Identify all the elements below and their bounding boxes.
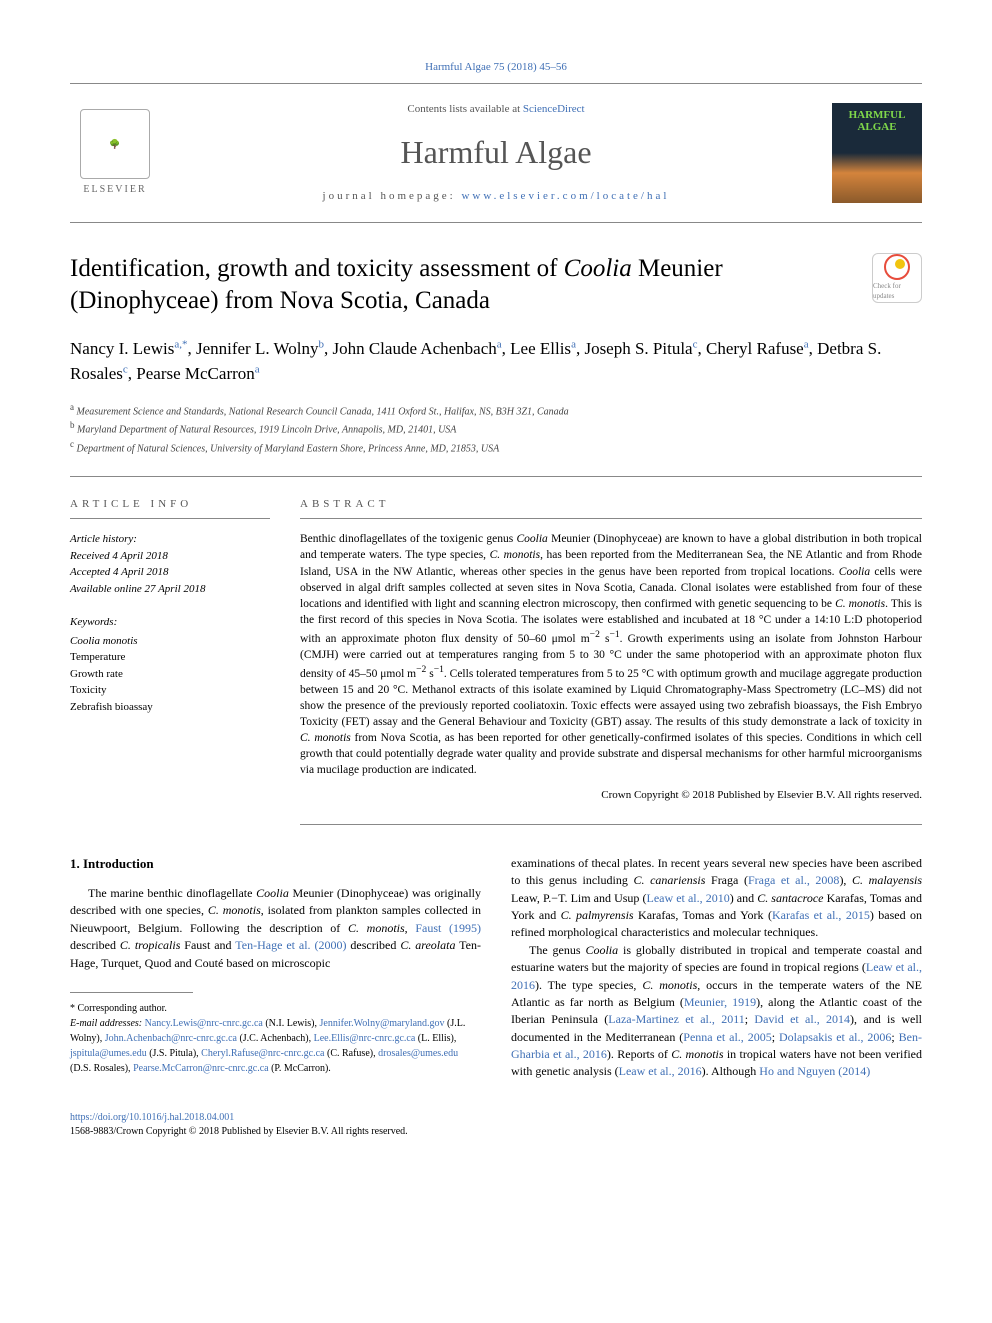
abstract-text: Benthic dinoflagellates of the toxigenic… bbox=[300, 531, 922, 778]
history-online: Available online 27 April 2018 bbox=[70, 581, 270, 598]
journal-cover-thumbnail: HARMFUL ALGAE bbox=[832, 103, 922, 203]
issn-copyright: 1568-9883/Crown Copyright © 2018 Publish… bbox=[70, 1125, 922, 1139]
journal-name: Harmful Algae bbox=[160, 130, 832, 175]
keywords-label: Keywords: bbox=[70, 615, 270, 630]
intro-para-1: The marine benthic dinoflagellate Coolia… bbox=[70, 885, 481, 972]
doi-link[interactable]: https://doi.org/10.1016/j.hal.2018.04.00… bbox=[70, 1112, 234, 1123]
corresponding-author-note: * Corresponding author. bbox=[70, 1001, 481, 1016]
article-title: Identification, growth and toxicity asse… bbox=[70, 253, 852, 318]
publisher-name: ELSEVIER bbox=[83, 183, 146, 197]
affiliations: a Measurement Science and Standards, Nat… bbox=[70, 401, 922, 456]
elsevier-tree-icon: 🌳 bbox=[80, 109, 150, 179]
homepage-prefix: journal homepage: bbox=[323, 190, 462, 202]
info-abstract-row: ARTICLE INFO Article history: Received 4… bbox=[70, 476, 922, 825]
article-history: Article history: Received 4 April 2018 A… bbox=[70, 531, 270, 597]
abstract-label: ABSTRACT bbox=[300, 497, 922, 519]
crossmark-label: Check for updates bbox=[873, 282, 921, 302]
homepage-link[interactable]: www.elsevier.com/locate/hal bbox=[461, 190, 669, 202]
history-received: Received 4 April 2018 bbox=[70, 548, 270, 565]
author-list: Nancy I. Lewisa,*, Jennifer L. Wolnyb, J… bbox=[70, 336, 922, 387]
history-accepted: Accepted 4 April 2018 bbox=[70, 564, 270, 581]
keywords-list: Coolia monotisTemperatureGrowth rateToxi… bbox=[70, 633, 270, 716]
emails-label: E-mail addresses: bbox=[70, 1018, 145, 1029]
crossmark-icon bbox=[884, 254, 910, 280]
title-row: Identification, growth and toxicity asse… bbox=[70, 253, 922, 318]
intro-para-2: examinations of thecal plates. In recent… bbox=[511, 855, 922, 1081]
affiliation-b: b Maryland Department of Natural Resourc… bbox=[70, 419, 922, 437]
header-center: Contents lists available at ScienceDirec… bbox=[160, 102, 832, 204]
page-container: Harmful Algae 75 (2018) 45–56 🌳 ELSEVIER… bbox=[0, 0, 992, 1179]
journal-header: 🌳 ELSEVIER Contents lists available at S… bbox=[70, 83, 922, 223]
contents-prefix: Contents lists available at bbox=[407, 103, 522, 115]
crossmark-badge[interactable]: Check for updates bbox=[872, 253, 922, 303]
email-addresses: E-mail addresses: Nancy.Lewis@nrc-cnrc.g… bbox=[70, 1016, 481, 1076]
body-col-left: 1. Introduction The marine benthic dinof… bbox=[70, 855, 481, 1081]
cover-title: HARMFUL ALGAE bbox=[838, 109, 916, 133]
article-info-column: ARTICLE INFO Article history: Received 4… bbox=[70, 497, 270, 825]
abstract-copyright: Crown Copyright © 2018 Published by Else… bbox=[300, 788, 922, 803]
footnote-separator bbox=[70, 992, 193, 993]
affiliation-a: a Measurement Science and Standards, Nat… bbox=[70, 401, 922, 419]
page-footer: https://doi.org/10.1016/j.hal.2018.04.00… bbox=[70, 1111, 922, 1139]
abstract-column: ABSTRACT Benthic dinoflagellates of the … bbox=[300, 497, 922, 825]
footnotes: * Corresponding author. E-mail addresses… bbox=[70, 1001, 481, 1076]
running-head-citation: Harmful Algae 75 (2018) 45–56 bbox=[70, 60, 922, 75]
affiliation-c: c Department of Natural Sciences, Univer… bbox=[70, 438, 922, 456]
homepage-line: journal homepage: www.elsevier.com/locat… bbox=[160, 189, 832, 204]
article-info-label: ARTICLE INFO bbox=[70, 497, 270, 519]
history-title: Article history: bbox=[70, 531, 270, 548]
body-columns: 1. Introduction The marine benthic dinof… bbox=[70, 855, 922, 1081]
body-col-right: examinations of thecal plates. In recent… bbox=[511, 855, 922, 1081]
intro-heading: 1. Introduction bbox=[70, 855, 481, 873]
publisher-logo: 🌳 ELSEVIER bbox=[70, 103, 160, 203]
sciencedirect-link[interactable]: ScienceDirect bbox=[523, 103, 585, 115]
contents-line: Contents lists available at ScienceDirec… bbox=[160, 102, 832, 117]
